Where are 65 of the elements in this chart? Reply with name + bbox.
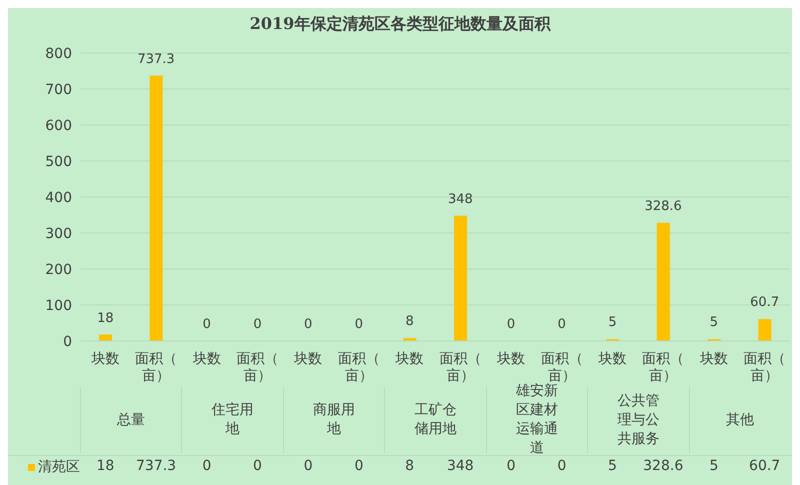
bar: [454, 216, 467, 341]
x-tick-label: 面积（亩）: [236, 351, 278, 384]
data-label: 0: [353, 458, 364, 474]
text: 0: [558, 317, 566, 332]
chart-title: 2019年保定清苑区各类型征地数量及面积: [248, 14, 552, 35]
y-tick-label: 400: [45, 190, 72, 206]
x-tick-label: 块数: [293, 351, 322, 367]
text: 公共管理与公共服务: [616, 392, 660, 448]
y-tick-label: 300: [45, 226, 72, 242]
legend-label: 清苑区: [38, 458, 80, 476]
text: 住宅用地: [210, 401, 254, 439]
text: 18: [97, 310, 114, 326]
y-tick-label: 700: [45, 82, 72, 98]
text: 0: [253, 317, 262, 332]
data-label: 5: [708, 458, 720, 474]
text: 0: [304, 317, 312, 332]
x-tick-label: 面积（亩）: [744, 351, 786, 384]
text: 0: [506, 317, 516, 332]
x-tick-label: 面积（亩）: [338, 351, 380, 384]
data-label: 18: [95, 458, 116, 474]
data-label: 0: [252, 458, 263, 474]
bar: [150, 76, 163, 341]
data-label: 60.7: [748, 458, 782, 474]
y-tick-label: 500: [45, 154, 72, 170]
data-label: 0: [556, 458, 568, 474]
bar: [758, 319, 772, 341]
text: 328.6: [644, 198, 682, 214]
x-tick-label: 块数: [394, 351, 424, 367]
x-tick-label: 块数: [698, 351, 728, 367]
data-label: 0: [201, 458, 212, 474]
data-label: 0: [302, 458, 314, 474]
text: 0: [202, 317, 211, 332]
x-tick-label: 块数: [496, 351, 526, 367]
data-label: 348: [446, 458, 475, 474]
data-label: 737.3: [135, 458, 178, 474]
text: 工矿仓储用地: [414, 401, 458, 439]
x-tick-label: 块数: [192, 351, 221, 367]
x-tick-label: 块数: [90, 351, 120, 367]
text: 5: [710, 315, 718, 330]
text: 其他: [724, 410, 755, 430]
text: 8: [405, 314, 414, 330]
x-tick-label: 面积（亩）: [439, 351, 482, 384]
x-tick-label: 面积（亩）: [642, 351, 684, 384]
y-tick-label: 800: [45, 46, 72, 62]
y-tick-label: 600: [45, 118, 72, 134]
text: 0: [354, 317, 364, 332]
y-tick-label: 0: [63, 334, 72, 350]
text: 60.7: [750, 295, 780, 310]
text: 737.3: [137, 52, 175, 67]
data-label: 328.6: [642, 458, 684, 474]
text: 雄安新区建材运输通道: [515, 382, 559, 458]
bar: [656, 222, 670, 341]
data-label: 8: [404, 458, 416, 474]
text: 348: [448, 192, 473, 207]
text: 5: [608, 315, 617, 330]
bar: [99, 334, 112, 341]
data-label: 0: [506, 458, 517, 474]
y-tick-label: 200: [45, 262, 72, 278]
x-tick-label: 面积（亩）: [540, 351, 583, 384]
text: 商服用地: [312, 401, 356, 439]
y-tick-label: 100: [45, 298, 72, 314]
data-label: 5: [607, 458, 618, 474]
x-tick-label: 面积（亩）: [135, 351, 178, 384]
text: 总量: [116, 410, 146, 430]
x-tick-label: 块数: [598, 351, 626, 367]
